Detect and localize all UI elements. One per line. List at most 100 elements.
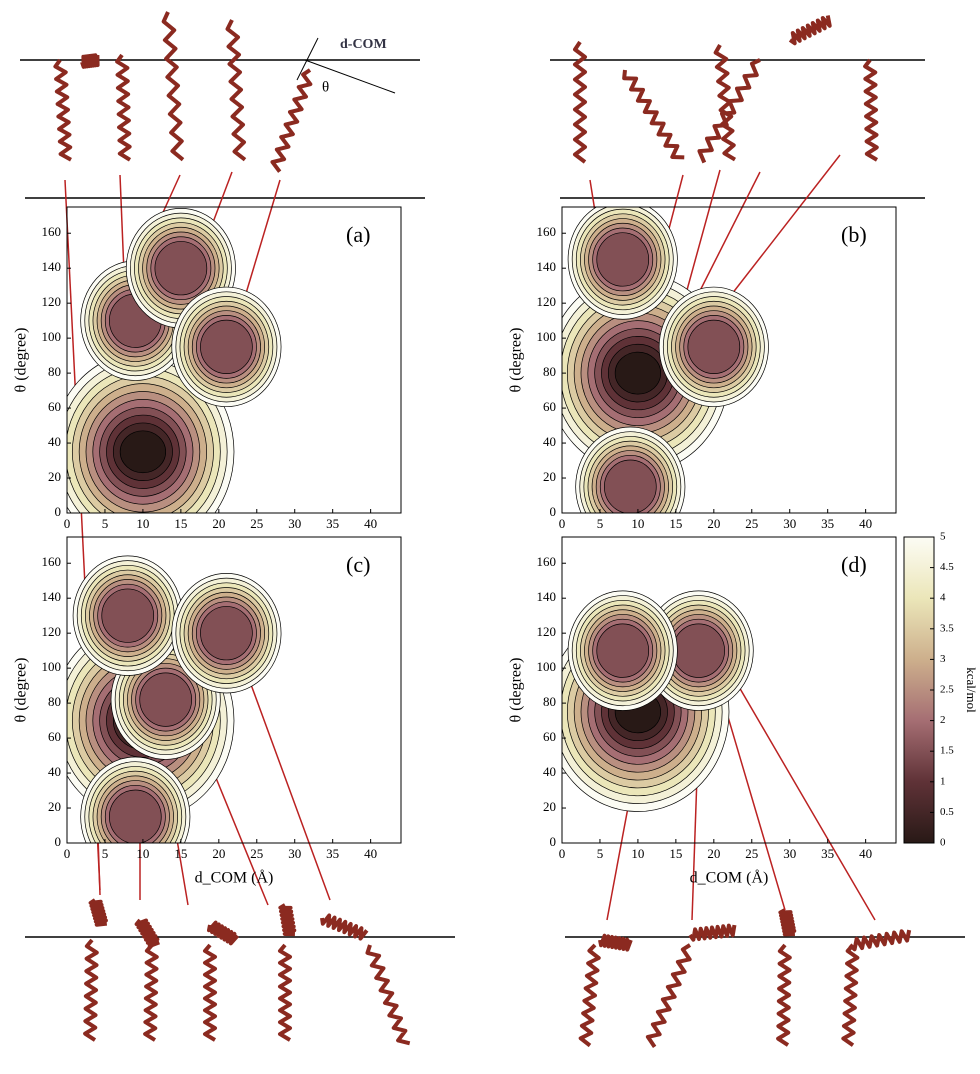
helix (280, 945, 290, 1040)
colorbar-tick-label: 3.5 (940, 622, 954, 634)
y-axis-label: θ (degree) (508, 658, 525, 723)
x-tick-label: 20 (212, 846, 225, 861)
contour-level (200, 320, 252, 374)
y-tick-label: 20 (543, 469, 556, 484)
helix (600, 936, 631, 950)
x-axis-label: d_COM (Å) (195, 869, 274, 887)
helix (790, 16, 830, 44)
panel-label: (b) (841, 222, 867, 247)
contour-level (155, 241, 207, 295)
helix (205, 945, 215, 1040)
helix (145, 945, 157, 1040)
y-tick-label: 0 (55, 504, 62, 519)
contours (52, 208, 281, 551)
contours (547, 200, 769, 547)
x-tick-label: 5 (102, 516, 109, 531)
x-tick-label: 30 (288, 846, 301, 861)
x-tick-label: 0 (64, 516, 71, 531)
helix (367, 945, 409, 1043)
x-tick-label: 35 (326, 516, 339, 531)
helix (690, 925, 734, 940)
y-tick-label: 100 (42, 659, 62, 674)
colorbar-tick-label: 0.5 (940, 806, 954, 818)
x-tick-label: 30 (288, 516, 301, 531)
y-tick-label: 100 (537, 329, 557, 344)
y-tick-label: 100 (537, 659, 557, 674)
y-tick-label: 0 (550, 834, 557, 849)
x-tick-label: 0 (64, 846, 71, 861)
y-tick-label: 160 (537, 224, 557, 239)
contour-level (102, 589, 154, 643)
y-tick-label: 140 (537, 259, 557, 274)
x-axis-label: d_COM (Å) (690, 869, 769, 887)
helix (272, 70, 310, 172)
y-tick-label: 120 (42, 294, 62, 309)
x-tick-label: 25 (250, 516, 263, 531)
colorbar-tick-label: 1 (940, 775, 946, 787)
x-tick-label: 20 (707, 516, 720, 531)
helix (624, 70, 684, 157)
y-tick-label: 0 (55, 834, 62, 849)
contour-level (109, 790, 161, 844)
helix (164, 12, 183, 160)
helix (648, 945, 690, 1047)
x-tick-label: 35 (821, 516, 834, 531)
y-axis-label: θ (degree) (13, 658, 30, 723)
x-tick-label: 10 (136, 516, 149, 531)
helix (209, 923, 238, 944)
helix (117, 55, 130, 160)
y-tick-label: 120 (537, 294, 557, 309)
x-tick-label: 15 (174, 516, 187, 531)
colorbar-tick-label: 3 (940, 653, 946, 665)
y-tick-label: 100 (42, 329, 62, 344)
x-tick-label: 35 (326, 846, 339, 861)
colorbar-tick-label: 4 (940, 592, 946, 604)
contour-level (688, 320, 740, 374)
x-tick-label: 15 (669, 516, 682, 531)
y-tick-label: 80 (543, 364, 556, 379)
y-tick-label: 80 (48, 364, 61, 379)
contours (52, 556, 281, 877)
y-tick-label: 120 (42, 624, 62, 639)
colorbar-label: kcal/mol (964, 667, 979, 713)
annotation: θ (322, 79, 329, 95)
y-tick-label: 60 (48, 729, 61, 744)
x-tick-label: 5 (597, 846, 604, 861)
colorbar-tick-label: 0 (940, 837, 946, 849)
helix (228, 20, 245, 160)
contour-level (604, 460, 656, 514)
panel-label: (d) (841, 552, 867, 577)
y-tick-label: 140 (537, 589, 557, 604)
x-tick-label: 20 (707, 846, 720, 861)
contour-level (140, 673, 192, 727)
helix (850, 930, 909, 949)
colorbar-tick-label: 4.5 (940, 561, 954, 573)
y-axis-label: θ (degree) (13, 328, 30, 393)
contour-level (597, 233, 649, 287)
x-tick-label: 40 (364, 846, 377, 861)
helix (55, 60, 71, 160)
y-tick-label: 60 (543, 729, 556, 744)
colorbar-tick-label: 1.5 (940, 745, 954, 757)
helix (780, 910, 794, 934)
x-tick-label: 25 (250, 846, 263, 861)
helix (280, 905, 295, 934)
contour-level (615, 352, 661, 394)
y-tick-label: 80 (48, 694, 61, 709)
helix (322, 915, 367, 938)
x-tick-label: 30 (783, 846, 796, 861)
helix (843, 945, 857, 1045)
panel-label: (c) (346, 552, 370, 577)
contour-level (673, 624, 725, 678)
y-tick-label: 140 (42, 259, 62, 274)
y-tick-label: 140 (42, 589, 62, 604)
y-tick-label: 120 (537, 624, 557, 639)
x-tick-label: 10 (136, 846, 149, 861)
y-tick-label: 20 (543, 799, 556, 814)
y-tick-label: 40 (48, 434, 61, 449)
contours (547, 591, 753, 812)
y-axis-label: θ (degree) (508, 328, 525, 393)
x-tick-label: 15 (669, 846, 682, 861)
y-tick-label: 160 (537, 554, 557, 569)
x-tick-label: 0 (559, 516, 566, 531)
